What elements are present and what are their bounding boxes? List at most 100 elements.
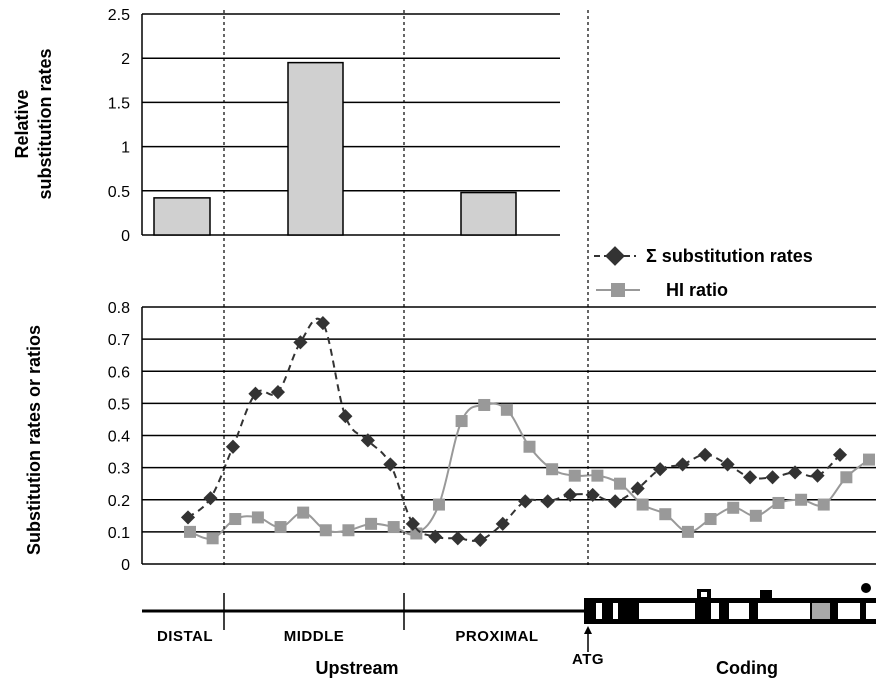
substitution-rates-point <box>810 468 825 483</box>
substitution-rates-point <box>473 532 488 547</box>
section-label-upstream: Upstream <box>315 658 398 678</box>
hi-ratio-point <box>297 506 310 519</box>
hi-ratio-point <box>795 493 808 506</box>
hi-ratio-point <box>523 440 536 453</box>
hi-ratio-point <box>365 517 378 530</box>
substitution-rates-point <box>540 494 555 509</box>
hi-ratio-point <box>387 521 400 534</box>
line-chart-tick-label: 0.3 <box>108 461 130 478</box>
atg-label: ATG <box>572 651 604 668</box>
hi-ratio-point <box>274 521 287 534</box>
hi-ratio-point <box>659 508 672 521</box>
bar-chart-tick-labels: 0 0.5 1 1.5 2 2.5 <box>108 7 130 245</box>
region-dividers <box>223 10 589 566</box>
hi-ratio-point <box>251 511 264 524</box>
line-chart-tick-label: 0.4 <box>108 429 130 446</box>
substitution-rates-point <box>270 385 286 400</box>
hi-ratio-point <box>817 498 830 511</box>
hi-ratio-point <box>568 469 581 482</box>
coding-end-dot <box>861 583 871 593</box>
substitution-rates-point <box>675 457 690 472</box>
substitution-rates-point <box>832 447 848 462</box>
legend: Σ substitution rates HI ratio <box>594 246 813 300</box>
bar-middle <box>287 61 344 236</box>
bar-chart: 0 0.5 1 1.5 2 2.5 Relative substitution rates <box>12 7 560 245</box>
substitution-rates-point <box>585 487 600 503</box>
coding-gray-segment <box>812 603 830 619</box>
line-chart-tick-labels: 0 0.1 0.2 0.3 0.4 0.5 0.6 0.7 0.8 <box>108 300 130 574</box>
line-chart-tick-label: 0 <box>121 557 130 574</box>
substitution-rates-point <box>563 487 578 503</box>
hi-ratio-point <box>749 509 762 522</box>
substitution-rates-point <box>765 470 780 485</box>
hi-ratio-point <box>432 498 445 511</box>
hi-ratio-point <box>546 463 559 476</box>
substitution-rates-point <box>225 439 241 454</box>
substitution-rates-point <box>742 470 758 485</box>
bar-chart-ylabel-line2: substitution rates <box>35 48 55 199</box>
substitution-rates-point <box>608 494 623 509</box>
section-label-coding: Coding <box>716 658 778 678</box>
bar-chart-tick-label: 1 <box>121 140 130 157</box>
coding-block <box>584 583 876 624</box>
substitution-rates-point <box>405 516 420 531</box>
hi-ratio-point <box>319 524 332 537</box>
bar-chart-bars <box>153 61 517 236</box>
region-label-distal: DISTAL <box>157 628 213 645</box>
hi-ratio-point <box>840 471 853 484</box>
bar-chart-tick-label: 0.5 <box>108 184 130 201</box>
substitution-rates-point <box>630 481 645 496</box>
line-chart-gridlines <box>142 306 876 565</box>
legend-item-hi-ratio: HI ratio <box>596 280 728 300</box>
hi-ratio-point <box>636 498 649 511</box>
substitution-rates-point <box>248 386 263 401</box>
square-marker-icon <box>611 283 625 297</box>
substitution-rates-point <box>315 315 330 331</box>
substitution-rates-point <box>338 409 353 424</box>
bar-chart-tick-label: 2 <box>121 51 130 68</box>
hi-ratio-point <box>455 415 468 428</box>
substitution-rates-point <box>787 465 803 480</box>
line-chart-tick-label: 0.1 <box>108 525 130 542</box>
legend-label-substitution-rates: Σ substitution rates <box>646 246 813 266</box>
region-label-proximal: PROXIMAL <box>455 628 538 645</box>
hi-ratio-point <box>229 513 242 526</box>
hi-ratio-point <box>772 496 785 509</box>
line-chart-tick-label: 0.6 <box>108 364 130 381</box>
substitution-rates-point <box>653 462 668 477</box>
hi-ratio-point <box>704 513 717 526</box>
substitution-rates-point <box>450 531 465 546</box>
hi-ratio-point <box>184 525 196 538</box>
substitution-rates-point <box>180 510 196 525</box>
bar-chart-tick-label: 1.5 <box>108 95 130 112</box>
line-chart-tick-label: 0.5 <box>108 396 130 413</box>
hi-ratio-point <box>206 532 219 545</box>
region-label-middle: MIDDLE <box>284 628 345 645</box>
bar-chart-tick-label: 2.5 <box>108 7 130 24</box>
legend-label-hi-ratio: HI ratio <box>666 280 728 300</box>
line-chart-tick-label: 0.8 <box>108 300 130 317</box>
hi-ratio-point <box>863 453 875 466</box>
substitution-rates-point <box>720 457 735 472</box>
substitution-rates-point <box>428 529 443 544</box>
line-chart-ylabel: Substitution rates or ratios <box>24 325 44 555</box>
legend-item-substitution-rates: Σ substitution rates <box>594 246 813 266</box>
substitution-rates-point <box>518 494 533 509</box>
substitution-rates-point <box>203 491 218 506</box>
line-chart: 0 0.1 0.2 0.3 0.4 0.5 0.6 0.7 0.8 Substitution r… <box>24 246 876 574</box>
substitution-rates-point <box>495 516 510 531</box>
bar-proximal <box>460 191 517 236</box>
diamond-marker-icon <box>605 246 625 266</box>
line-chart-series <box>180 315 875 547</box>
substitution-rates-point <box>383 457 398 472</box>
hi-ratio-line <box>189 402 870 540</box>
substitution-rates-point <box>360 433 375 448</box>
substitution-rates-point <box>698 447 713 462</box>
line-chart-tick-label: 0.7 <box>108 332 130 349</box>
atg-marker: ATG <box>572 626 604 668</box>
bar-distal <box>153 197 211 236</box>
hi-ratio-point <box>500 403 513 416</box>
hi-ratio-point <box>478 398 491 411</box>
hi-ratio-point <box>727 501 740 514</box>
